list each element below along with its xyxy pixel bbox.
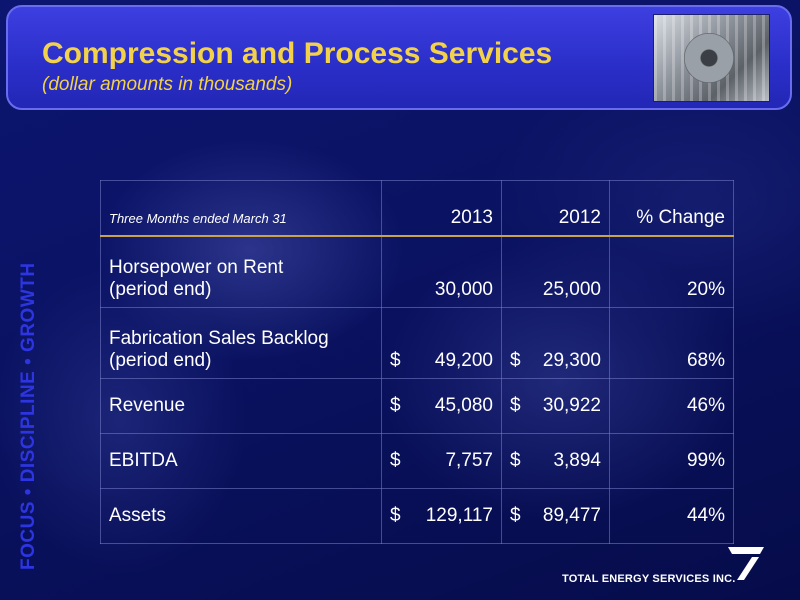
currency-symbol: $ xyxy=(390,450,401,471)
value-2012: $30,922 xyxy=(501,378,610,434)
value-2013-amount: 129,117 xyxy=(425,505,493,526)
value-2012-amount: 30,922 xyxy=(542,395,601,416)
currency-symbol: $ xyxy=(390,505,401,526)
side-slogan: FOCUS • DISCIPLINE • GROWTH xyxy=(18,262,39,570)
value-change: 99% xyxy=(609,433,734,489)
currency-symbol: $ xyxy=(390,395,401,416)
row-label: Assets xyxy=(100,488,382,544)
value-2012-amount: 25,000 xyxy=(542,279,601,300)
table-header-row: Three Months ended March 31 2013 2012 % … xyxy=(100,180,734,237)
value-2012: $89,477 xyxy=(501,488,610,544)
currency-symbol: $ xyxy=(510,505,521,526)
results-table: Three Months ended March 31 2013 2012 % … xyxy=(100,180,734,544)
row-label: EBITDA xyxy=(100,433,382,489)
value-2013-amount: 30,000 xyxy=(434,279,493,300)
table-row: Fabrication Sales Backlog (period end) $4… xyxy=(100,307,734,379)
table-row: Assets $129,117 $89,477 44% xyxy=(100,488,734,544)
row-label: Fabrication Sales Backlog (period end) xyxy=(100,307,382,379)
value-2013-amount: 7,757 xyxy=(445,450,493,471)
col-2012-header: 2012 xyxy=(501,180,610,237)
table-row: Revenue $45,080 $30,922 46% xyxy=(100,378,734,434)
table-row: EBITDA $7,757 $3,894 99% xyxy=(100,433,734,489)
value-change: 46% xyxy=(609,378,734,434)
value-2013: $129,117 xyxy=(381,488,502,544)
value-2012-amount: 89,477 xyxy=(542,505,601,526)
currency-symbol: $ xyxy=(390,350,401,371)
slide-title: Compression and Process Services xyxy=(42,37,553,70)
col-change-header: % Change xyxy=(609,180,734,237)
table-row: Horsepower on Rent (period end) 30,000 25… xyxy=(100,235,734,308)
company-logo-icon xyxy=(728,547,764,580)
company-name: TOTAL ENERGY SERVICES INC. xyxy=(562,573,736,585)
value-2013-amount: 45,080 xyxy=(434,395,493,416)
currency-symbol: $ xyxy=(510,350,521,371)
row-label: Horsepower on Rent (period end) xyxy=(100,235,382,308)
value-2013: $49,200 xyxy=(381,307,502,379)
value-change: 20% xyxy=(609,235,734,308)
value-2013: $45,080 xyxy=(381,378,502,434)
row-label-line1: Horsepower on Rent xyxy=(109,257,284,278)
value-2012-amount: 3,894 xyxy=(553,450,601,471)
value-2012: 25,000 xyxy=(501,235,610,308)
row-label-line2: (period end) xyxy=(109,279,212,300)
currency-symbol: $ xyxy=(510,395,521,416)
period-label: Three Months ended March 31 xyxy=(109,211,287,226)
value-change: 68% xyxy=(609,307,734,379)
period-label-cell: Three Months ended March 31 xyxy=(100,180,382,237)
value-2013-amount: 49,200 xyxy=(434,350,493,371)
value-2012: $29,300 xyxy=(501,307,610,379)
value-2012: $3,894 xyxy=(501,433,610,489)
row-label-line2: (period end) xyxy=(109,350,212,371)
slide-subtitle: (dollar amounts in thousands) xyxy=(42,74,293,95)
row-label-line1: Fabrication Sales Backlog xyxy=(109,328,329,349)
currency-symbol: $ xyxy=(510,450,521,471)
value-change: 44% xyxy=(609,488,734,544)
compressor-photo xyxy=(653,14,770,102)
col-2013-header: 2013 xyxy=(381,180,502,237)
value-2012-amount: 29,300 xyxy=(542,350,601,371)
fan-image xyxy=(684,33,734,83)
value-2013: 30,000 xyxy=(381,235,502,308)
value-2013: $7,757 xyxy=(381,433,502,489)
row-label: Revenue xyxy=(100,378,382,434)
